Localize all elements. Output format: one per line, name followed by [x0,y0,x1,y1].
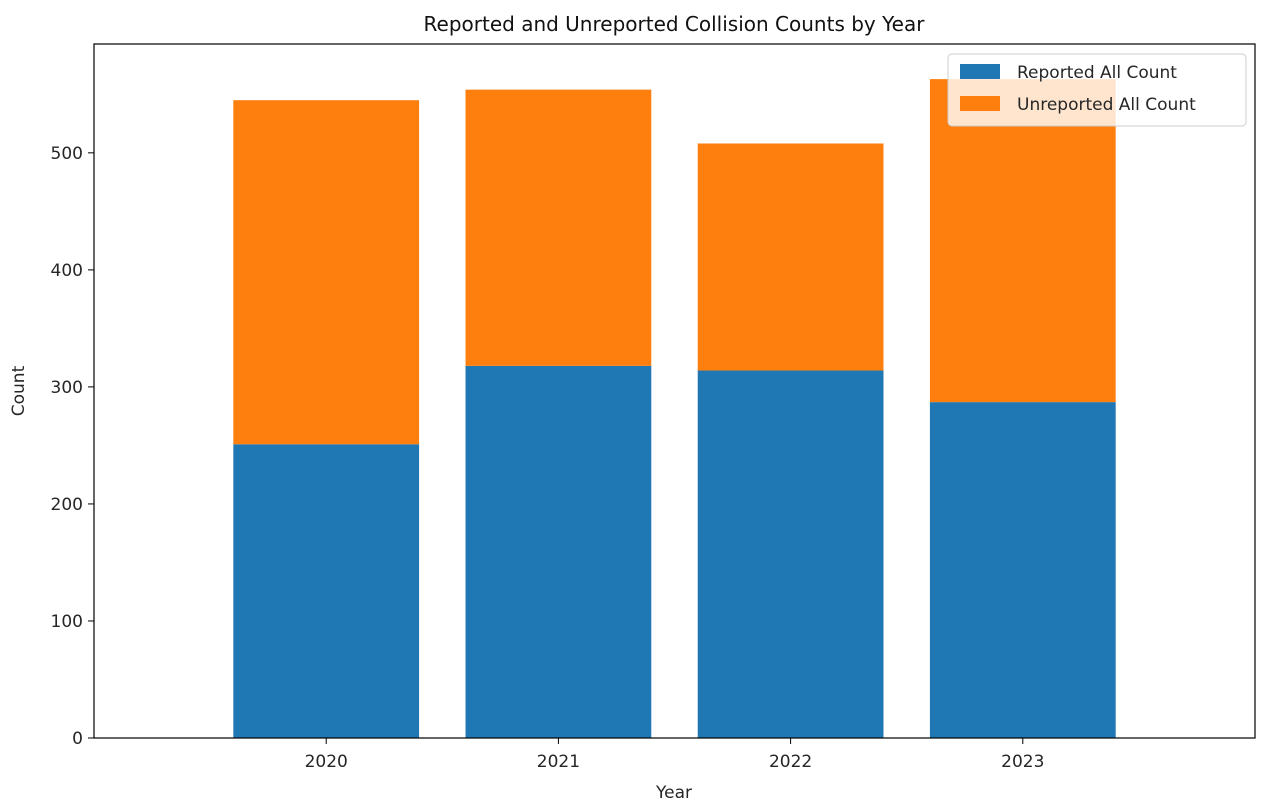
y-tick-label: 400 [51,261,83,281]
legend: Reported All Count Unreported All Count [947,53,1247,127]
x-tick-label: 2020 [305,752,348,772]
legend-frame [947,53,1247,127]
bar-reported-2023 [929,402,1116,738]
bar-reported-2020 [233,444,420,738]
y-tick-label: 500 [51,144,83,164]
y-axis: 0 100 200 300 400 500 [51,144,94,749]
x-tick-label: 2023 [1001,752,1044,772]
x-axis: 2020 2021 2022 2023 [305,738,1044,772]
plot-frame [93,43,1256,739]
y-axis-label: Count [9,365,29,416]
legend-swatch-reported [960,64,1000,79]
x-axis-label: Year [655,783,692,803]
x-tick-label: 2021 [537,752,580,772]
bar-reported-2022 [697,370,884,738]
bar-reported-2021 [465,365,652,738]
y-tick-label: 300 [51,378,83,398]
bar-unreported-2022 [697,143,884,371]
y-tick-label: 100 [51,612,83,632]
bar-unreported-2021 [465,89,652,366]
legend-label-reported: Reported All Count [1017,63,1177,83]
legend-swatch-unreported [960,96,1000,111]
bar-unreported-2023 [929,79,1116,403]
legend-label-unreported: Unreported All Count [1017,95,1196,115]
x-tick-label: 2022 [769,752,812,772]
chart-title: Reported and Unreported Collision Counts… [424,12,926,36]
y-tick-label: 0 [72,729,83,749]
bar-unreported-2020 [233,100,420,445]
y-tick-label: 200 [51,495,83,515]
bars-group [233,79,1116,738]
